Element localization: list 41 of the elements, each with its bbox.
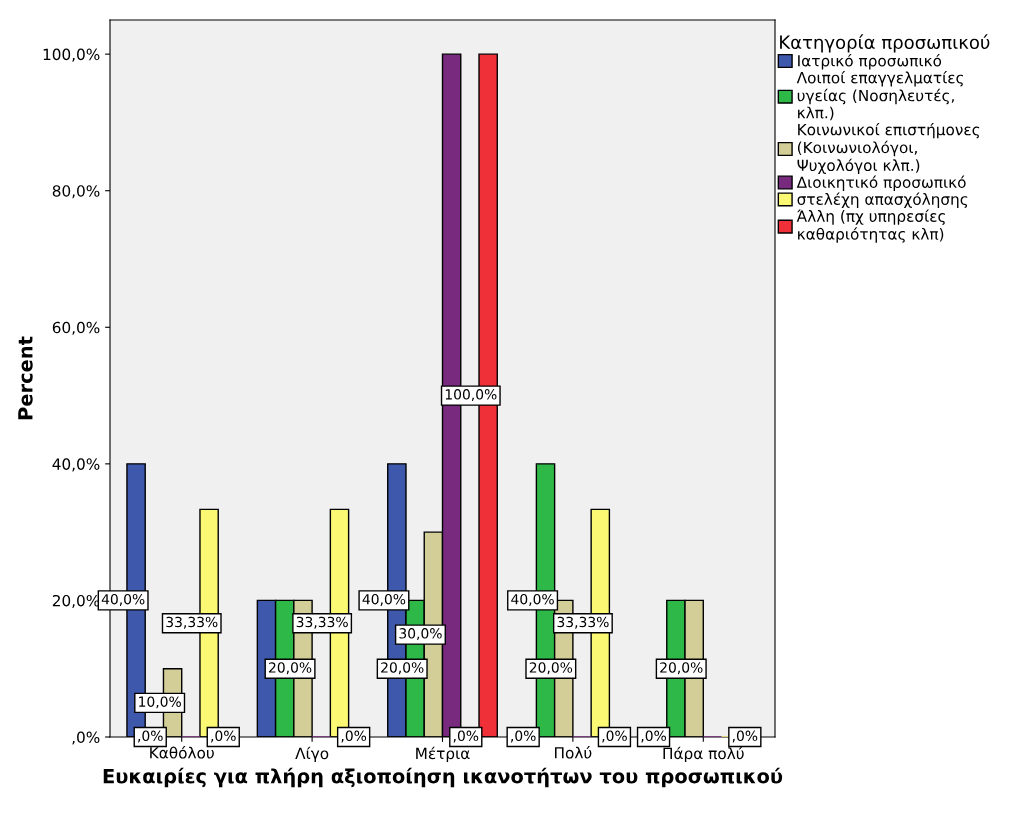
x-tick-label: Καθόλου xyxy=(150,746,214,759)
data-label: ,0% xyxy=(453,730,479,743)
data-label: ,0% xyxy=(138,730,163,743)
data-label: 30,0% xyxy=(399,628,442,641)
data-label: 40,0% xyxy=(101,593,145,606)
x-tick-label: Μέτρια xyxy=(416,746,470,763)
data-label: 40,0% xyxy=(511,593,554,606)
y-tick-label: 20,0% xyxy=(52,594,100,609)
data-label: ,0% xyxy=(211,730,236,743)
x-tick-label: Πολύ xyxy=(555,746,592,759)
y-tick-label: 100,0% xyxy=(43,48,100,62)
x-axis-title: Ευκαιρίες για πλήρη αξιοποίηση ικανοτήτων του προσωπικού xyxy=(103,767,783,788)
data-label: 20,0% xyxy=(381,662,424,675)
y-tick-label: ,0% xyxy=(72,731,100,745)
data-label: 100,0% xyxy=(445,389,497,402)
legend-label: Λοιποί επαγγελματίες υγείας (Νοσηλευτές, κλπ.) xyxy=(796,70,963,121)
data-label: 20,0% xyxy=(269,662,312,675)
data-label: 33,33% xyxy=(557,616,609,629)
y-tick-label: 60,0% xyxy=(52,321,100,335)
y-axis-title: Percent xyxy=(18,336,33,420)
data-label: ,0% xyxy=(511,730,536,743)
data-label: ,0% xyxy=(602,730,627,743)
legend-label: Άλλη (πχ υπηρεσίες καθαριότητας κλπ) xyxy=(796,209,945,243)
data-label: ,0% xyxy=(732,730,758,743)
y-tick-label: 80,0% xyxy=(52,185,100,199)
y-tick-label: 40,0% xyxy=(52,458,100,472)
legend-label: Ιατρικό προσωπικό xyxy=(798,54,942,70)
data-label: 33,33% xyxy=(166,616,218,629)
data-label: 10,0% xyxy=(139,696,181,709)
legend-title: Κατηγορία προσωπικού xyxy=(780,34,990,53)
x-tick-label: Λίγο xyxy=(295,746,329,763)
data-label: 20,0% xyxy=(529,662,573,675)
x-tick-label: Πάρα πολύ xyxy=(663,746,744,763)
data-label: ,0% xyxy=(341,730,367,743)
data-label: 33,33% xyxy=(296,616,348,629)
data-label: 40,0% xyxy=(362,593,406,606)
legend-label: στελέχη απασχόλησης xyxy=(797,192,968,208)
data-label: ,0% xyxy=(641,730,667,743)
legend-label: Κοινωνικοί επιστήμονες (Κοινωνιολόγοι, Ψυχολόγοι κλπ.) xyxy=(797,122,980,175)
legend-label: Διοικητικό προσωπικό xyxy=(796,175,966,191)
data-label: 20,0% xyxy=(660,662,703,675)
